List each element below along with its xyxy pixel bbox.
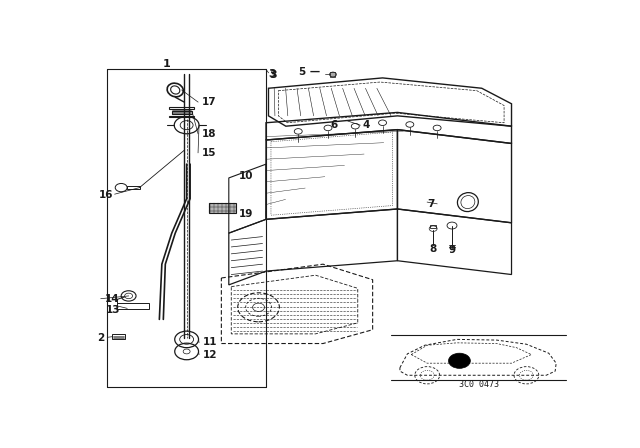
Text: 10: 10 <box>239 171 253 181</box>
Text: 19: 19 <box>239 209 253 219</box>
Polygon shape <box>330 72 335 77</box>
Text: 7: 7 <box>428 199 435 209</box>
Text: 8: 8 <box>429 244 436 254</box>
Text: 11: 11 <box>203 337 218 348</box>
Text: 1: 1 <box>163 59 171 69</box>
Text: 14: 14 <box>105 294 120 304</box>
Text: 17: 17 <box>202 97 217 107</box>
Text: 18: 18 <box>202 129 216 139</box>
Circle shape <box>449 353 470 368</box>
Polygon shape <box>209 203 236 213</box>
Text: 12: 12 <box>203 349 218 360</box>
Text: 3: 3 <box>269 69 276 79</box>
Text: 13: 13 <box>106 305 120 315</box>
Text: 2: 2 <box>97 333 104 343</box>
Text: 3C0 0473: 3C0 0473 <box>460 380 499 389</box>
Text: 16: 16 <box>99 190 113 200</box>
Text: 4: 4 <box>363 120 370 130</box>
Text: 9: 9 <box>449 246 456 255</box>
Text: 5 —: 5 — <box>300 67 321 77</box>
Text: 3: 3 <box>269 70 277 80</box>
Text: 15: 15 <box>202 148 216 158</box>
Text: 6: 6 <box>331 120 338 130</box>
